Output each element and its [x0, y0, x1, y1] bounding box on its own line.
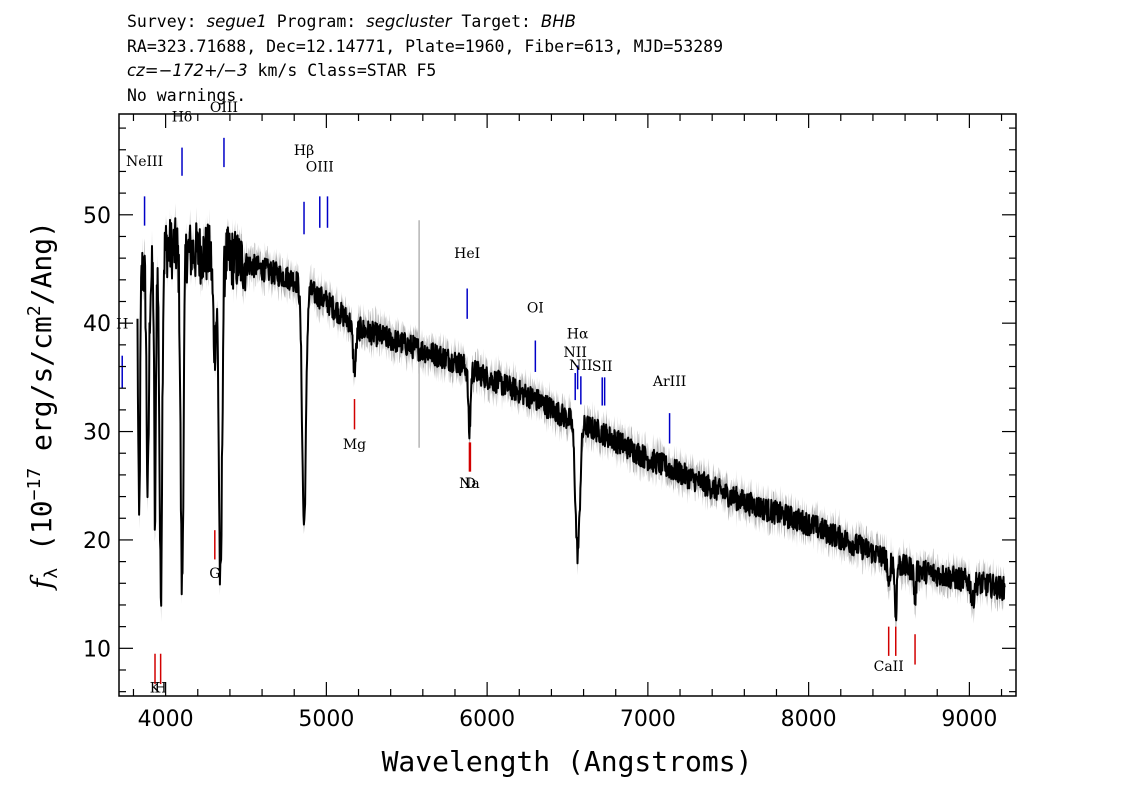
y-axis-label: fλ (10−17 erg/s/cm2/Ang)	[24, 221, 62, 591]
y-tick-label: 50	[83, 204, 111, 229]
absorption-line-label: D	[465, 476, 476, 492]
cz-rest: km/s Class=STAR F5	[247, 61, 437, 80]
absorption-line-label: Na	[459, 476, 480, 492]
absorption-line-label: Mg	[343, 437, 366, 453]
emission-line-label: Hδ	[172, 110, 193, 126]
x-axis-label: Wavelength (Angstroms)	[382, 745, 753, 778]
target-label: Target:	[451, 12, 541, 31]
y-tick-label: 30	[83, 421, 111, 446]
x-tick-label: 9000	[941, 707, 997, 732]
cz-value: −172+/−3	[158, 61, 248, 80]
emission-line-label: Hα	[567, 326, 589, 342]
target-value: BHB	[540, 12, 576, 31]
emission-line-label: OIII	[306, 159, 334, 175]
emission-line-label: NII	[569, 358, 592, 374]
spectrum-header: Survey: segue1 Program: segcluster Targe…	[127, 10, 723, 108]
emission-line-label: Hβ	[294, 143, 314, 159]
header-line-warnings: No warnings.	[127, 85, 247, 105]
header-line-survey: Survey: segue1 Program: segcluster Targe…	[127, 10, 723, 35]
axis-labels: Wavelength (Angstroms) fλ (10−17 erg/s/c…	[24, 221, 752, 778]
absorption-line-label: CaII	[874, 659, 904, 675]
absorption-line-label: K	[150, 681, 161, 697]
emission-line-label: H	[116, 317, 128, 333]
x-tick-label: 7000	[620, 707, 676, 732]
program-label: Program:	[266, 12, 367, 31]
absorption-line-label: H	[155, 681, 167, 697]
header-line-redshift: cz=−172+/−3 km/s Class=STAR F5	[127, 59, 723, 84]
header-line-coords: RA=323.71688, Dec=12.14771, Plate=1960, …	[127, 36, 724, 56]
y-tick-label: 20	[83, 529, 111, 554]
survey-label: Survey:	[127, 12, 207, 31]
emission-line-label: ArIII	[652, 374, 686, 390]
survey-value: segue1	[206, 12, 267, 31]
absorption-line-label: G	[209, 566, 220, 582]
y-tick-label: 40	[83, 312, 111, 337]
flux-series	[136, 217, 1006, 622]
y-tick-label: 10	[83, 637, 111, 662]
x-tick-label: 5000	[298, 707, 354, 732]
flux-line	[136, 217, 1006, 622]
x-tick-label: 8000	[781, 707, 837, 732]
emission-line-label: HeI	[454, 246, 480, 262]
cz-label: cz=	[127, 61, 159, 80]
x-tick-label: 4000	[138, 707, 194, 732]
program-value: segcluster	[366, 12, 452, 31]
emission-line-label: OIII	[210, 100, 238, 116]
x-tick-label: 6000	[459, 707, 515, 732]
plot-frame	[118, 113, 1017, 697]
emission-line-label: NeIII	[126, 154, 163, 170]
emission-line-label: OI	[527, 300, 544, 316]
emission-line-label: NII	[564, 345, 587, 361]
emission-line-label: SII	[592, 359, 613, 375]
axes: 4000 5000 6000 7000 8000 9000 10 20 30 40 50	[83, 113, 1017, 732]
